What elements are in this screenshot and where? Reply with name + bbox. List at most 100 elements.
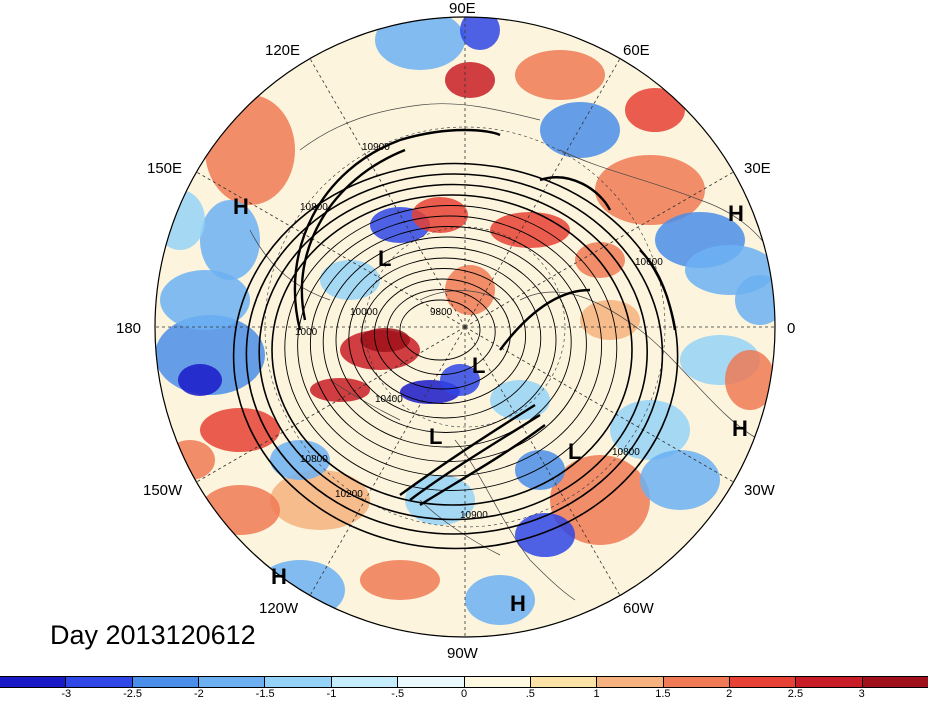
meridian-line (196, 171, 466, 328)
anomaly-patch (405, 475, 475, 525)
colorbar-tick-label: 1.5 (655, 688, 671, 700)
height-contour (271, 194, 633, 506)
anomaly-patch (515, 50, 605, 100)
colorbar-swatch (66, 677, 133, 687)
anomaly-patch (540, 102, 620, 158)
meridian-line (464, 326, 621, 596)
anomaly-patch (490, 380, 550, 420)
anomaly-patch (155, 190, 205, 250)
height-contour (361, 268, 527, 404)
lon-label-180: 180 (116, 320, 142, 337)
meridian-line (196, 326, 466, 483)
colorbar-tick-label: -2 (193, 688, 204, 700)
anomaly-patch (375, 17, 465, 70)
lon-label-90e: 90E (449, 0, 476, 17)
anomaly-patch (465, 575, 535, 625)
colorbar (0, 676, 928, 688)
anomaly-patch (160, 270, 250, 330)
meridian-line (309, 326, 466, 596)
height-contour (258, 183, 649, 521)
anomaly-patch (515, 450, 565, 490)
anomaly-patch (490, 212, 570, 248)
anomaly-patch (360, 560, 440, 600)
colorbar-tick-label: -3 (61, 688, 72, 700)
colorbar-tick-label: .5 (525, 688, 535, 700)
contour-value-label: 10800 (300, 202, 328, 213)
meridian-line (464, 326, 734, 483)
anomaly-patch (205, 95, 295, 205)
anomaly-patch (595, 155, 705, 225)
low-pressure-marker: L (378, 246, 392, 271)
coastline (299, 103, 541, 151)
colorbar-tick-label: -2.5 (123, 688, 143, 700)
lon-label-60w: 60W (623, 600, 654, 617)
graticule (155, 17, 775, 637)
high-pressure-marker: H (728, 201, 744, 226)
anomaly-patch (575, 242, 625, 278)
low-pressure-marker: L (429, 424, 443, 449)
coastline (454, 439, 576, 601)
colorbar-tick-label: 2.5 (787, 688, 804, 700)
height-contour (399, 299, 481, 361)
contour-value-label: 10900 (460, 510, 488, 521)
anomaly-patch (440, 364, 480, 396)
colorbar-swatch (862, 677, 928, 687)
colorbar-tick-label: 3 (858, 688, 865, 700)
colorbar-swatch (796, 677, 863, 687)
coastline (249, 229, 331, 301)
meridian-line (464, 171, 734, 328)
colorbar-swatch (464, 677, 531, 687)
contour-value-label: 1000 (295, 327, 318, 338)
contour-value-label: 9800 (430, 307, 453, 318)
colorbar-swatch (265, 677, 332, 687)
contour-value-label: 10800 (612, 447, 640, 458)
height-contour (348, 257, 542, 419)
anomaly-patch (735, 275, 775, 325)
meridian-line (309, 58, 466, 328)
jet-contour (419, 424, 546, 507)
jet-contour (399, 403, 536, 496)
anomaly-field (155, 17, 775, 625)
jet-contour (293, 128, 501, 331)
anomaly-patch (320, 260, 380, 300)
height-contour (232, 162, 679, 550)
high-pressure-marker: H (271, 564, 287, 589)
anomaly-patch (200, 200, 260, 280)
height-contour (373, 278, 511, 390)
high-pressure-marker: H (732, 416, 748, 441)
colorbar-swatch (398, 677, 465, 687)
lon-label-30w: 30W (744, 482, 775, 499)
anomaly-patch (200, 485, 280, 535)
colorbar-swatch (331, 677, 399, 687)
anomaly-patch (360, 328, 410, 352)
height-contour (297, 215, 603, 477)
anomaly-patch (200, 408, 280, 452)
lon-label-0: 0 (787, 320, 796, 337)
meridian-line (464, 58, 621, 328)
height-contour (322, 236, 572, 448)
anomaly-patch (445, 62, 495, 98)
height-contour (284, 205, 618, 491)
anomaly-patch (515, 513, 575, 557)
coastline (329, 379, 401, 421)
height-contours (232, 128, 679, 550)
low-pressure-marker: L (568, 439, 582, 464)
height-contour (245, 173, 664, 535)
height-contour (335, 247, 557, 433)
colorbar-tick-label: 2 (726, 688, 733, 700)
colorbar-tick-label: 0 (460, 688, 468, 700)
anomaly-patch (460, 17, 500, 50)
jet-contour (639, 249, 677, 331)
lon-label-150w: 150W (143, 482, 183, 499)
colorbar-swatch (0, 677, 67, 687)
coastline (419, 499, 501, 556)
anomaly-patch (550, 455, 650, 545)
colorbar-swatch (530, 677, 598, 687)
anomaly-patch (580, 300, 640, 340)
coastline (559, 149, 775, 261)
day-label: Day 2013120612 (50, 620, 256, 650)
low-pressure-marker: L (472, 353, 486, 378)
contour-value-label: 10400 (375, 394, 403, 405)
colorbar-swatch (132, 677, 200, 687)
